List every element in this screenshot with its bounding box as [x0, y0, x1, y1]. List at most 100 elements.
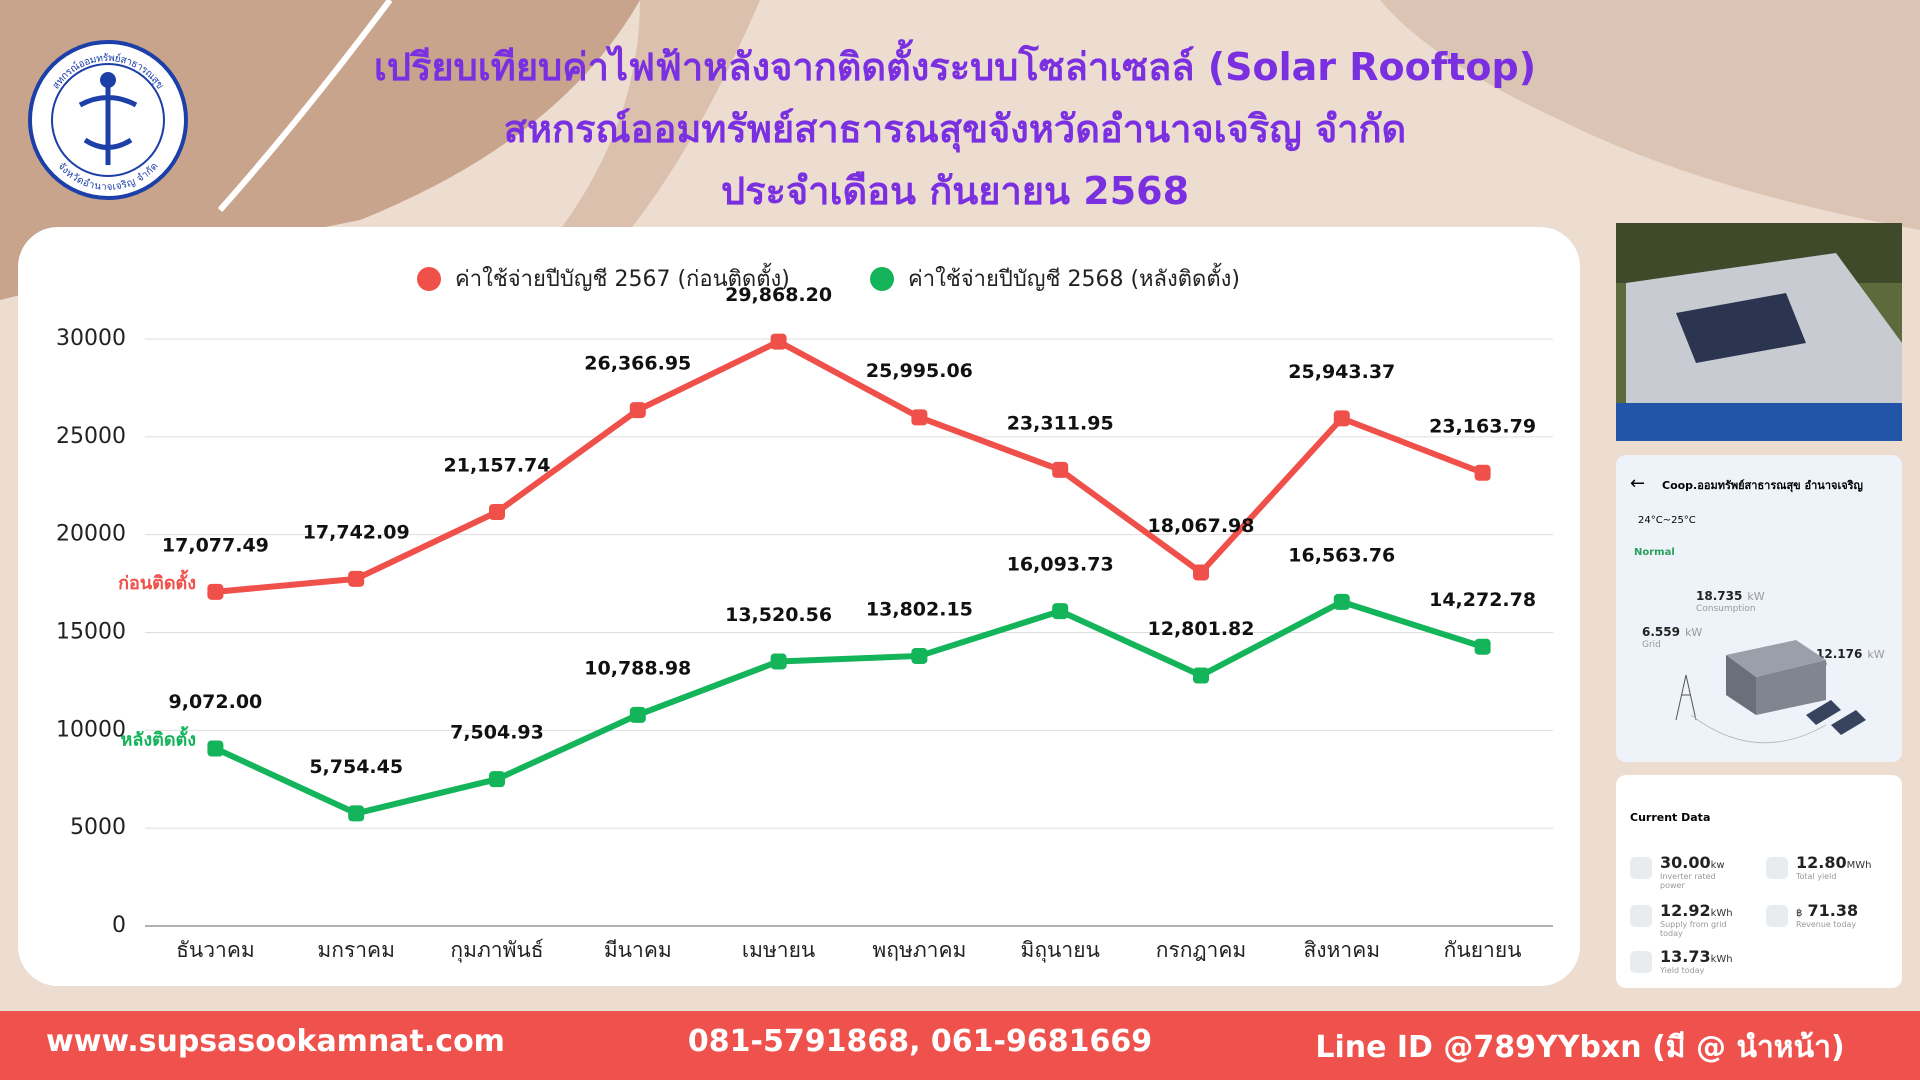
value-label: 21,157.74 [444, 455, 551, 477]
y-tick-label: 0 [112, 913, 126, 938]
item-unit: kw [1710, 860, 1725, 871]
series-line [214, 598, 1484, 817]
y-tick-label: 15000 [56, 620, 126, 645]
phone: 081-5791868, 061-9681669 [687, 1024, 1153, 1059]
series-annotation: ก่อนติดตั้ง [118, 569, 196, 594]
value-label: 5,754.45 [309, 756, 403, 778]
item-label: Yield today [1660, 966, 1705, 975]
weather: 24°C~25°C [1638, 515, 1696, 526]
unit: kW [1867, 648, 1885, 661]
y-tick-label: 20000 [56, 522, 126, 547]
pv-value: 12.176 [1816, 647, 1863, 661]
data-point [1474, 464, 1491, 481]
item-unit: MWh [1846, 860, 1872, 871]
chart: 0 5000 10000 15000 20000 25000 30000 ธันวาคม มกร… [56, 263, 1553, 963]
website[interactable]: www.supsasookamnat.com [46, 1024, 505, 1059]
data-point [1193, 667, 1209, 684]
title: เปรียบเทียบค่าไฟฟ้าหลังจากติดตั้งระบบโซล… [373, 45, 1537, 89]
data-point [629, 706, 646, 723]
x-tick-label: มีนาคม [604, 938, 672, 962]
data-point [1474, 638, 1491, 655]
footer [0, 1011, 1920, 1080]
x-tick-label: กุมภาพันธ์ [450, 938, 543, 963]
x-tick-label: เมษายน [742, 938, 815, 962]
data-point [1052, 603, 1069, 620]
legend-label: ค่าใช้จ่ายปีบัญชี 2567 (ก่อนติดตั้ง) [455, 263, 790, 292]
item-icon [1630, 857, 1652, 879]
data-point [1052, 461, 1069, 478]
item-icon [1766, 857, 1788, 879]
y-tick-label: 10000 [56, 717, 126, 742]
item-unit: ฿ [1796, 908, 1803, 919]
item-icon [1630, 905, 1652, 927]
value-label: 23,163.79 [1429, 415, 1536, 437]
series-line [215, 338, 1484, 595]
data-point [1333, 410, 1350, 427]
y-tick-label: 30000 [56, 326, 126, 351]
value-label: 23,311.95 [1007, 412, 1114, 434]
y-tick-label: 25000 [56, 424, 126, 449]
rooftop-photo [1616, 223, 1902, 441]
x-tick-label: มิถุนายน [1021, 938, 1100, 963]
item-label: Supply from grid today [1660, 920, 1727, 938]
legend-marker [870, 267, 894, 291]
legend-marker [417, 267, 441, 291]
status: Normal [1634, 547, 1675, 558]
title: สหกรณ์ออมทรัพย์สาธารณสุขจังหวัดอำนาจเจริ… [503, 107, 1407, 151]
legend-label: ค่าใช้จ่ายปีบัญชี 2568 (หลังติดตั้ง) [908, 263, 1240, 292]
data-point [489, 504, 505, 521]
x-tick-label: ธันวาคม [176, 938, 255, 962]
grid-value: 6.559 [1642, 625, 1680, 639]
x-tick-label: สิงหาคม [1303, 938, 1380, 962]
energy-diagram [1675, 640, 1866, 744]
data-point [1333, 593, 1350, 610]
value-label: 17,742.09 [303, 521, 410, 543]
back-icon[interactable]: ← [1630, 473, 1646, 494]
data-point [911, 647, 928, 664]
value-label: 25,943.37 [1288, 361, 1395, 383]
value-label: 25,995.06 [866, 360, 973, 382]
data-point [207, 740, 224, 757]
data-point [489, 771, 505, 788]
item-label: Total yield [1796, 872, 1837, 881]
value-label: 13,520.56 [725, 604, 832, 626]
title: ประจำเดือน กันยายน 2568 [720, 169, 1190, 213]
value-label: 29,868.20 [725, 284, 832, 306]
unit: kW [1747, 590, 1765, 603]
item-value: 12.92 [1660, 901, 1711, 920]
data-point [1193, 564, 1209, 581]
x-tick-label: มกราคม [317, 938, 395, 962]
value-label: 16,093.73 [1007, 554, 1114, 576]
y-tick-label: 5000 [70, 815, 126, 840]
consumption-value: 18.735 [1696, 589, 1743, 603]
data-point [770, 333, 787, 350]
item-value: 13.73 [1660, 947, 1711, 966]
app-panel: ← Coop.ออมทรัพย์สาธารณสุข อำนาจเจริญ 24°… [1616, 455, 1902, 762]
x-tick-label: กันยายน [1444, 938, 1522, 962]
x-tick-label: พฤษภาคม [872, 938, 966, 962]
x-tick-label: กรกฎาคม [1156, 938, 1247, 962]
value-label: 18,067.98 [1148, 515, 1255, 537]
data-point [348, 805, 365, 822]
current-data-panel: Current Data 30.00kw Inverter rated power… [1616, 775, 1902, 988]
item-label: Inverter rated power [1660, 872, 1716, 890]
value-label: 9,072.00 [169, 691, 263, 713]
item-icon [1630, 951, 1652, 973]
value-label: 7,504.93 [450, 722, 544, 744]
unit: kW [1685, 626, 1703, 639]
value-label: 26,366.95 [584, 353, 691, 375]
item-value: 71.38 [1807, 901, 1859, 920]
label: Consumption [1696, 604, 1756, 614]
data-point [911, 409, 928, 426]
value-label: 14,272.78 [1429, 589, 1536, 611]
value-label: 10,788.98 [584, 657, 691, 679]
item-value: 12.80 [1796, 853, 1847, 872]
value-label: 16,563.76 [1288, 544, 1395, 566]
item-unit: kWh [1710, 908, 1733, 919]
item-value: 30.00 [1660, 853, 1711, 872]
item-label: Revenue today [1796, 920, 1857, 929]
data-point [629, 402, 646, 419]
series-annotation: หลังติดตั้ง [120, 725, 196, 750]
